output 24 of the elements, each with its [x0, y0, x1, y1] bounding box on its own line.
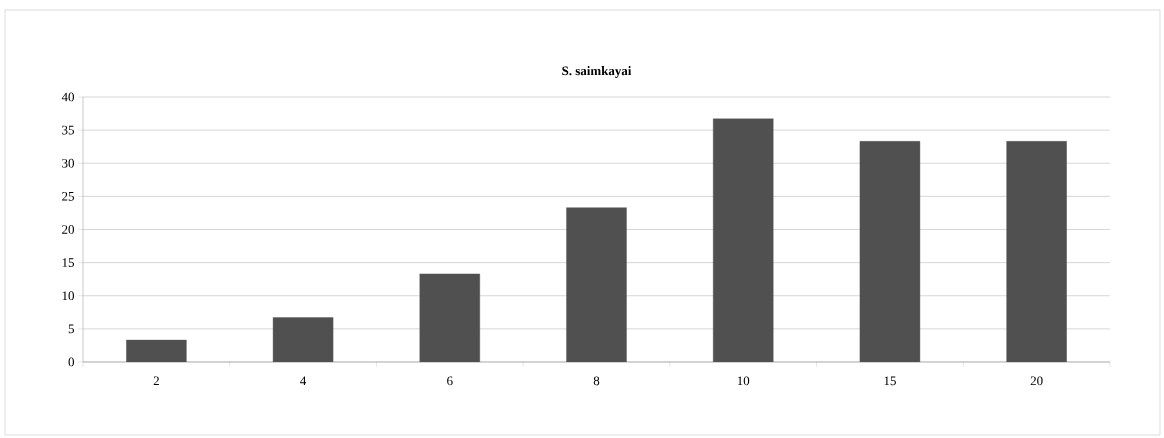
- x-tick-label: 10: [737, 376, 750, 386]
- y-tick-label: 30: [62, 158, 74, 168]
- y-tick-label: 5: [68, 324, 74, 334]
- bar: [1006, 141, 1067, 362]
- bar: [713, 118, 774, 362]
- x-tick-label: 15: [884, 376, 896, 386]
- bar: [859, 141, 921, 362]
- chart-title: S. saimkayai: [562, 66, 632, 78]
- y-tick-label: 40: [61, 92, 74, 102]
- x-tick-label: 6: [447, 376, 453, 386]
- x-tick-label: 4: [300, 376, 307, 386]
- bar: [126, 339, 187, 362]
- y-tick-label: 25: [62, 192, 74, 201]
- x-tick-label: 20: [1030, 376, 1043, 386]
- y-tick-label: 35: [62, 125, 74, 135]
- bar: [566, 207, 627, 362]
- y-tick-label: 20: [62, 225, 74, 234]
- y-tick-label: 15: [62, 258, 74, 267]
- y-tick-label: 0: [68, 357, 74, 367]
- bar: [419, 273, 480, 362]
- y-tick-label: 10: [62, 291, 74, 301]
- x-tick-label: 2: [153, 376, 159, 386]
- bar: [272, 317, 334, 362]
- x-tick-label: 8: [593, 376, 600, 386]
